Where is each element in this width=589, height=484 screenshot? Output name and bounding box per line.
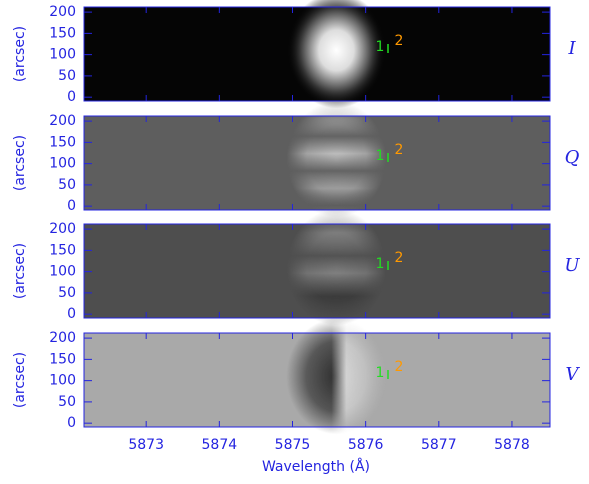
y-tick-label: 200 <box>49 4 76 20</box>
marker-label: 2 <box>395 250 404 266</box>
x-tick-label: 5874 <box>202 437 238 453</box>
x-tick-label: 5876 <box>348 437 384 453</box>
line-emission <box>286 0 387 109</box>
emission-blob <box>286 318 387 435</box>
marker-label: 2 <box>395 142 404 158</box>
y-tick-label: 100 <box>49 47 76 63</box>
x-tick-label: 5877 <box>421 437 457 453</box>
y-tick-label: 100 <box>49 373 76 389</box>
y-tick-label: 200 <box>49 113 76 129</box>
y-tick-label: 200 <box>49 221 76 237</box>
marker-label: 1 <box>376 365 385 381</box>
panel-label: U <box>564 255 580 276</box>
y-axis-label: (arcsec) <box>12 352 28 408</box>
emission-blob <box>286 0 387 109</box>
x-axis-label: Wavelength (Å) <box>262 458 370 475</box>
x-tick-label: 5875 <box>275 437 311 453</box>
y-tick-label: 0 <box>67 89 76 105</box>
y-tick-label: 50 <box>58 177 76 193</box>
frame <box>83 223 551 319</box>
y-tick-label: 0 <box>67 415 76 431</box>
y-tick-label: 0 <box>67 198 76 214</box>
marker-label: 2 <box>395 359 404 375</box>
y-axis-label: (arcsec) <box>12 243 28 299</box>
y-tick-label: 150 <box>49 351 76 367</box>
y-tick-label: 50 <box>58 394 76 410</box>
y-tick-label: 100 <box>49 156 76 172</box>
emission-blob <box>286 101 387 218</box>
x-tick-label: 5878 <box>494 437 530 453</box>
marker-label: 1 <box>376 256 385 272</box>
line-emission <box>286 101 387 218</box>
frame <box>83 6 551 102</box>
y-tick-label: 150 <box>49 242 76 258</box>
panel-label: V <box>566 364 581 385</box>
y-axis-label: (arcsec) <box>12 26 28 82</box>
y-tick-label: 0 <box>67 306 76 322</box>
line-emission <box>286 209 387 326</box>
y-tick-label: 200 <box>49 330 76 346</box>
y-tick-label: 50 <box>58 285 76 301</box>
y-tick-label: 150 <box>49 25 76 41</box>
y-axis-label: (arcsec) <box>12 135 28 191</box>
y-tick-label: 50 <box>58 68 76 84</box>
marker-label: 1 <box>376 39 385 55</box>
y-tick-label: 100 <box>49 264 76 280</box>
frame <box>83 332 551 428</box>
emission-blob <box>286 209 387 326</box>
marker-label: 1 <box>376 148 385 164</box>
line-emission <box>286 318 387 435</box>
x-tick-label: 5873 <box>128 437 164 453</box>
panel-label: I <box>567 38 576 59</box>
panel-label: Q <box>565 147 580 168</box>
marker-label: 2 <box>395 33 404 49</box>
y-tick-label: 150 <box>49 134 76 150</box>
